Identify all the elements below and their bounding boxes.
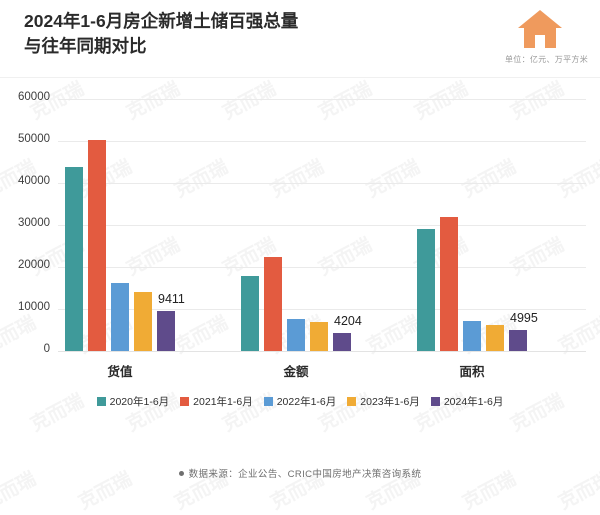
bar (157, 311, 175, 351)
bar (111, 283, 129, 351)
legend-item[interactable]: 2020年1-6月 (96, 394, 170, 409)
legend-label: 2021年1-6月 (193, 396, 253, 408)
bar (463, 320, 481, 351)
y-axis-tick-label: 60000 (18, 91, 50, 103)
x-axis-category-label: 金额 (283, 365, 309, 379)
legend-label: 2022年1-6月 (276, 396, 337, 408)
gridline (58, 183, 586, 184)
source-text: 数据来源：企业公告、CRIC中国房地产决策咨询系统 (188, 469, 422, 480)
legend-swatch-icon (96, 397, 106, 406)
bar (333, 333, 351, 351)
bar (65, 167, 83, 351)
gridline (58, 351, 586, 352)
gridline (58, 267, 586, 268)
y-axis-tick-label: 0 (43, 343, 50, 355)
bar (310, 322, 328, 351)
legend-item[interactable]: 2021年1-6月 (180, 394, 253, 409)
bar-value-label: 4995 (510, 311, 538, 326)
page-title-line1: 2024年1-6月房企新增土储百强总量 (24, 11, 299, 31)
y-axis-tick-label: 40000 (18, 175, 50, 187)
bar (509, 330, 527, 351)
y-axis-tick-label: 30000 (18, 217, 50, 229)
y-axis-tick-label: 20000 (18, 259, 50, 271)
bar (287, 319, 305, 351)
page-title-line2: 与往年同期对比 (24, 36, 147, 56)
house-icon (516, 8, 564, 50)
bar (88, 139, 106, 351)
x-axis-category-label: 货值 (107, 365, 133, 379)
unit-note: 单位：亿元、万平方米 (505, 55, 588, 64)
gridline (58, 225, 586, 226)
page-title: 2024年1-6月房企新增土储百强总量 与往年同期对比 (24, 9, 464, 59)
gridline (58, 141, 586, 142)
legend-item[interactable]: 2024年1-6月 (430, 394, 504, 409)
bar-value-label: 4204 (334, 314, 362, 329)
gridline (58, 99, 586, 100)
bar (264, 256, 282, 351)
plot-area: 0 10000 20000 30000 40000 50000 60000 9411 货值 420… (18, 91, 586, 379)
legend-swatch-icon (263, 397, 273, 406)
y-axis-tick-label: 10000 (18, 301, 50, 313)
legend-label: 2024年1-6月 (443, 396, 504, 408)
legend-item[interactable]: 2023年1-6月 (347, 394, 420, 409)
bar-value-label: 9411 (158, 292, 185, 307)
dot-icon (178, 470, 184, 476)
chart-legend: 2020年1-6月 2021年1-6月 2022年1-6月 2023年1-6月 2024… (0, 394, 600, 409)
bar (417, 229, 435, 351)
bar (241, 276, 259, 351)
legend-swatch-icon (430, 397, 440, 406)
bar (134, 292, 152, 351)
chart-canvas: 0 10000 20000 30000 40000 50000 60000 9411 货值 420… (0, 78, 600, 388)
bar (440, 217, 458, 351)
bar (486, 325, 504, 351)
chart-header: 2024年1-6月房企新增土储百强总量 与往年同期对比 单位：亿元、万平方米 (0, 0, 600, 78)
legend-item[interactable]: 2022年1-6月 (263, 394, 337, 409)
gridline (58, 309, 586, 310)
legend-swatch-icon (180, 397, 190, 406)
y-axis-tick-label: 50000 (18, 133, 50, 145)
legend-swatch-icon (347, 397, 357, 406)
legend-label: 2020年1-6月 (109, 396, 170, 408)
header-divider (0, 77, 600, 78)
legend-label: 2023年1-6月 (360, 396, 420, 408)
source-footer: 数据来源：企业公告、CRIC中国房地产决策咨询系统 (0, 466, 600, 480)
x-axis-category-label: 面积 (459, 365, 485, 379)
